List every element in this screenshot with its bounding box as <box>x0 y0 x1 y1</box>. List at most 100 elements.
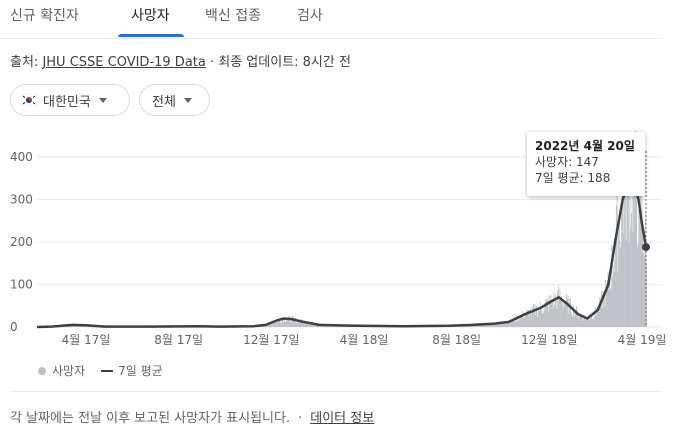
daily-bar <box>596 315 598 327</box>
daily-bar <box>306 324 308 327</box>
daily-bar <box>538 307 540 327</box>
daily-bar <box>602 308 604 327</box>
daily-bar <box>507 323 509 327</box>
daily-bar <box>598 312 600 327</box>
daily-bar <box>642 253 644 327</box>
region-dropdown[interactable]: 대한민국 <box>10 84 130 116</box>
daily-bar <box>604 306 606 327</box>
daily-bar <box>515 315 517 327</box>
daily-bar <box>628 242 630 327</box>
daily-bar <box>266 324 268 327</box>
daily-bar <box>490 324 492 327</box>
tab-new-cases[interactable]: 신규 확진자 <box>10 8 79 24</box>
average-line <box>36 179 648 329</box>
daily-bar <box>272 323 274 327</box>
daily-bar <box>529 317 531 327</box>
daily-bar <box>532 309 534 327</box>
daily-bar <box>505 323 507 327</box>
daily-bar <box>597 306 599 327</box>
daily-bar <box>280 322 282 327</box>
daily-bar <box>552 308 554 327</box>
daily-bar <box>615 205 617 327</box>
daily-bar <box>308 324 309 327</box>
bar-legend-label: 사망자 <box>52 364 86 378</box>
data-info-link[interactable]: 데이터 정보 <box>310 411 375 426</box>
daily-bar <box>305 323 307 327</box>
daily-bar <box>68 325 70 327</box>
daily-bar <box>572 304 574 327</box>
daily-bar <box>591 314 592 327</box>
daily-bar <box>584 317 586 327</box>
daily-bar <box>620 248 622 327</box>
scope-dropdown[interactable]: 전체 <box>139 84 210 116</box>
daily-bar <box>618 232 620 327</box>
daily-bar <box>599 297 601 327</box>
daily-bar <box>641 192 643 327</box>
daily-bar <box>515 321 516 327</box>
daily-bar <box>621 210 623 327</box>
daily-bar <box>317 325 318 327</box>
korea-flag-icon <box>21 94 37 106</box>
daily-bar <box>563 308 565 327</box>
daily-bar <box>583 314 585 327</box>
line-legend-swatch <box>101 369 114 372</box>
tab-testing[interactable]: 검사 <box>297 8 323 24</box>
daily-bar <box>275 320 277 327</box>
daily-bar <box>594 315 595 327</box>
daily-bar <box>606 283 608 327</box>
daily-bar <box>282 319 284 327</box>
daily-bar <box>633 151 635 327</box>
daily-bar <box>569 297 571 327</box>
daily-bar <box>572 316 574 327</box>
tab-vaccinations[interactable]: 백신 접종 <box>205 8 261 24</box>
daily-bar <box>493 324 495 327</box>
deaths-chart[interactable]: 0 100 200 300 400 4월 17일 8월 17일 12월 17일 4월 18일 8… <box>0 130 679 360</box>
daily-bar <box>533 307 535 327</box>
daily-bar <box>590 318 592 327</box>
daily-bar <box>513 317 515 327</box>
daily-bar <box>637 243 639 327</box>
daily-bar <box>524 318 525 327</box>
daily-bar <box>524 314 526 327</box>
daily-bar <box>284 321 286 327</box>
daily-bar <box>291 316 293 327</box>
daily-bar <box>290 322 292 327</box>
daily-bar <box>308 323 310 327</box>
daily-bar <box>635 142 637 327</box>
daily-bar <box>520 315 522 327</box>
daily-bar <box>579 316 580 327</box>
source-line: 출처: JHU CSSE COVID-19 Data · 최종 업데이트: 8시… <box>10 51 351 70</box>
daily-bar <box>286 319 288 327</box>
daily-bar <box>593 317 595 327</box>
daily-bar <box>309 323 311 327</box>
daily-bar <box>300 322 302 327</box>
daily-bar <box>488 324 490 327</box>
daily-bar <box>480 324 482 327</box>
daily-bar <box>567 295 569 327</box>
daily-bar <box>624 139 626 327</box>
tab-deaths[interactable]: 사망자 <box>131 8 170 24</box>
daily-bar <box>569 299 571 327</box>
daily-bar <box>292 317 294 327</box>
daily-bar <box>293 318 295 327</box>
daily-bar <box>610 290 612 327</box>
daily-bar <box>638 151 640 327</box>
daily-bar <box>531 305 533 327</box>
daily-bar <box>302 323 304 327</box>
daily-bar <box>580 314 582 327</box>
daily-bar <box>301 319 303 327</box>
daily-bar <box>312 324 314 327</box>
daily-bar <box>79 325 81 327</box>
daily-bar <box>634 130 636 327</box>
footer-separator: · <box>298 411 303 426</box>
daily-bar <box>292 315 294 327</box>
daily-bar <box>621 186 623 327</box>
daily-bar <box>503 323 505 327</box>
source-link[interactable]: JHU CSSE COVID-19 Data <box>42 55 206 70</box>
daily-bar <box>283 317 285 327</box>
daily-bar <box>578 316 580 327</box>
daily-bar <box>588 320 589 327</box>
daily-bar <box>492 324 494 327</box>
daily-bar <box>613 272 615 327</box>
source-prefix: 출처: <box>10 55 43 70</box>
